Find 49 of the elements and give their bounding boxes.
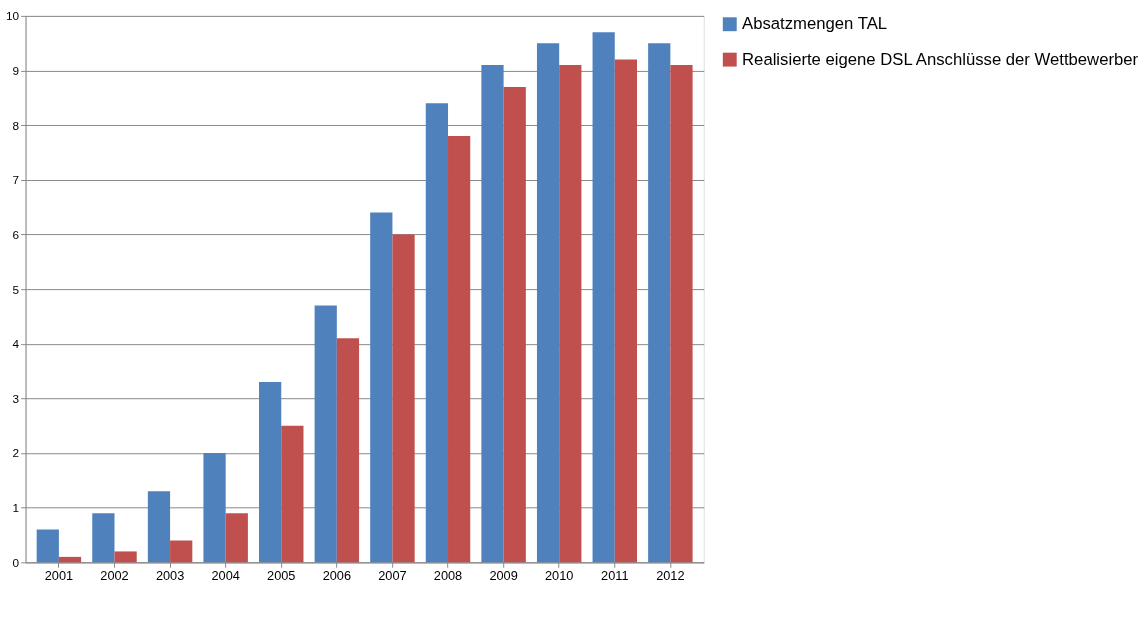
x-tick-label: 2003 <box>155 567 185 583</box>
y-tick-label: 7 <box>12 173 20 187</box>
legend-label: Absatzmengen TAL <box>742 14 888 34</box>
bar <box>225 513 248 563</box>
bar <box>259 382 282 563</box>
x-tick-label: 2006 <box>322 567 352 583</box>
x-tick-label: 2009 <box>489 567 518 583</box>
bar <box>614 59 638 563</box>
y-tick-label: 6 <box>12 227 20 241</box>
bar <box>314 305 337 563</box>
bar <box>592 32 615 563</box>
y-tick-label: 10 <box>6 9 20 23</box>
bar <box>670 65 693 563</box>
bar <box>448 136 471 563</box>
bar <box>392 234 415 563</box>
bar <box>203 453 226 563</box>
bar <box>425 103 449 563</box>
bar <box>147 491 171 563</box>
y-tick-label: 2 <box>12 446 20 460</box>
legend-label: Realisierte eigene DSL Anschlüsse der Wettbewerber <box>742 49 1139 69</box>
bar <box>170 540 193 563</box>
x-tick-label: 2007 <box>378 567 407 583</box>
y-tick-label: 0 <box>12 555 20 569</box>
y-tick-label: 4 <box>12 337 20 351</box>
x-tick-label: 2004 <box>211 567 240 583</box>
bar <box>559 65 582 563</box>
bar <box>58 556 82 563</box>
y-tick-label: 3 <box>12 391 20 405</box>
x-tick-label: 2012 <box>656 567 685 583</box>
bar <box>536 43 560 563</box>
x-tick-label: 2001 <box>44 567 74 583</box>
bar <box>36 529 59 563</box>
bar <box>503 86 526 563</box>
bar <box>281 425 304 563</box>
y-tick-label: 9 <box>12 63 20 77</box>
x-tick-label: 2010 <box>544 567 574 583</box>
x-tick-label: 2002 <box>100 567 129 583</box>
bar <box>370 212 393 563</box>
y-tick-label: 5 <box>12 282 20 296</box>
y-tick-label: 1 <box>12 501 20 515</box>
bar <box>114 551 137 563</box>
bar <box>92 513 115 563</box>
bar <box>481 65 504 563</box>
x-tick-label: 2005 <box>267 567 296 583</box>
bar <box>336 338 360 563</box>
bar <box>648 43 671 563</box>
x-tick-label: 2011 <box>601 567 629 583</box>
x-tick-label: 2008 <box>433 567 463 583</box>
y-tick-label: 8 <box>12 118 20 132</box>
